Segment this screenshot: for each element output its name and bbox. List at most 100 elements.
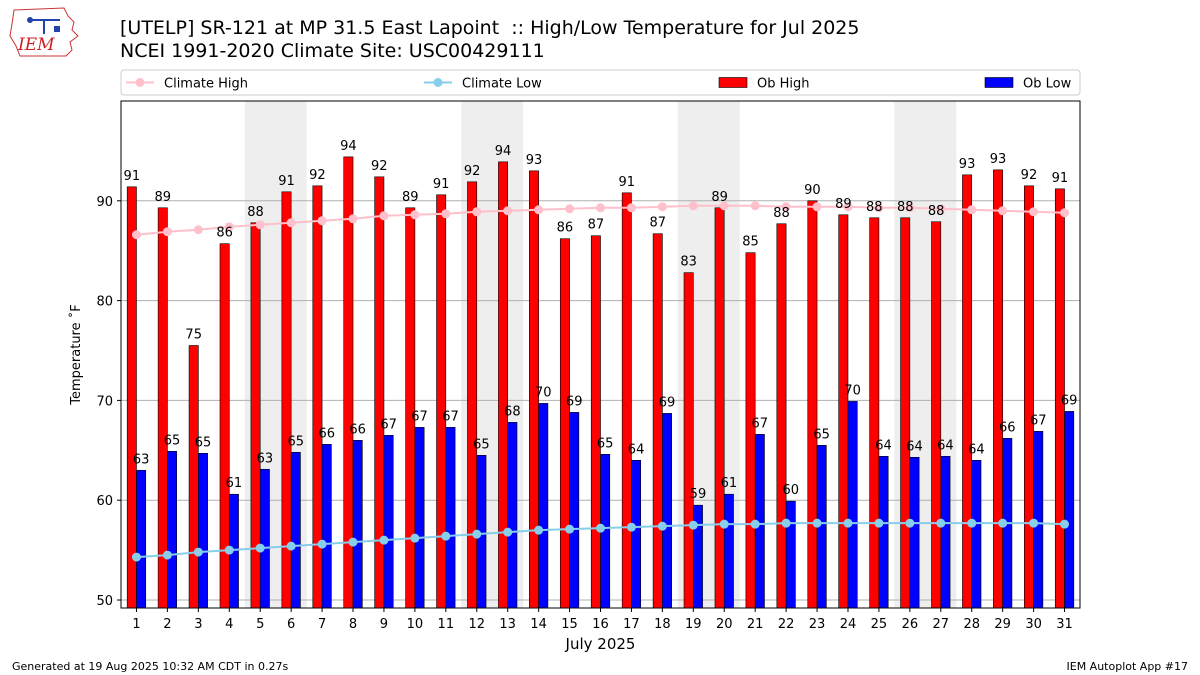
iem-logo: IEM bbox=[9, 7, 79, 57]
ob-high-bar bbox=[126, 186, 137, 609]
climate-low-point bbox=[534, 525, 544, 535]
ob-low-bar bbox=[538, 403, 549, 609]
climate-low-point bbox=[967, 518, 977, 528]
climate-high-point bbox=[379, 211, 389, 221]
x-tick-label: 2 bbox=[163, 617, 171, 632]
ob-high-label: 94 bbox=[495, 144, 512, 159]
climate-high-point bbox=[534, 205, 544, 215]
footer-generated-note: Generated at 19 Aug 2025 10:32 AM CDT in… bbox=[12, 660, 289, 673]
ob-high-bar bbox=[405, 207, 416, 609]
x-tick-label: 7 bbox=[318, 617, 326, 632]
ob-high-bar bbox=[436, 194, 447, 609]
ob-low-label: 68 bbox=[504, 404, 521, 419]
chart-title: [UTELP] SR-121 at MP 31.5 East Lapoint :… bbox=[120, 17, 860, 39]
ob-high-bar bbox=[931, 221, 942, 609]
ob-low-label: 65 bbox=[597, 436, 614, 451]
ob-low-bar bbox=[909, 456, 920, 609]
climate-low-point bbox=[224, 545, 234, 555]
ob-low-label: 60 bbox=[782, 483, 799, 498]
ob-high-bar bbox=[807, 200, 818, 609]
chart-subtitle: NCEI 1991-2020 Climate Site: USC00429111 bbox=[120, 40, 545, 62]
plot-frame bbox=[120, 100, 1081, 609]
ob-high-bar bbox=[900, 217, 911, 609]
ob-high-label: 88 bbox=[897, 200, 914, 215]
ob-high-label: 91 bbox=[1052, 171, 1069, 186]
climate-low-point bbox=[905, 518, 915, 528]
climate-high-point bbox=[410, 210, 420, 220]
ob-high-bar bbox=[157, 207, 168, 609]
ob-high-bar bbox=[559, 238, 570, 609]
climate-high-legend-label: Climate High bbox=[164, 77, 248, 92]
ob-high-label: 89 bbox=[154, 190, 171, 205]
ob-low-label: 66 bbox=[318, 426, 335, 441]
climate-high-point bbox=[998, 206, 1008, 216]
climate-low-point bbox=[843, 518, 853, 528]
x-tick-label: 31 bbox=[1056, 617, 1073, 632]
ob-low-label: 66 bbox=[999, 420, 1016, 435]
x-tick-label: 18 bbox=[654, 617, 671, 632]
ob-low-label: 61 bbox=[721, 476, 738, 491]
climate-high-point bbox=[131, 230, 141, 240]
ob-low-bar bbox=[198, 453, 208, 609]
ob-low-label: 67 bbox=[1030, 413, 1047, 428]
climate-low-point bbox=[596, 523, 605, 533]
climate-high-point bbox=[224, 222, 234, 232]
climate-high-point bbox=[503, 206, 513, 216]
climate-low-point bbox=[657, 521, 667, 531]
ob-high-label: 86 bbox=[216, 226, 233, 241]
climate-high-point bbox=[317, 216, 327, 226]
ob-low-label: 69 bbox=[566, 394, 583, 409]
ob-high-bar bbox=[652, 233, 663, 609]
ob-low-bar bbox=[352, 440, 363, 609]
climate-low-point bbox=[162, 550, 172, 560]
ob-low-label: 70 bbox=[535, 385, 552, 400]
ob-high-bar bbox=[188, 345, 199, 609]
ob-low-label: 61 bbox=[226, 476, 243, 491]
climate-low-point bbox=[348, 537, 358, 547]
y-tick-label: 80 bbox=[96, 295, 113, 310]
ob-high-label: 75 bbox=[185, 328, 202, 343]
x-tick-label: 1 bbox=[132, 617, 140, 632]
x-tick-label: 24 bbox=[840, 617, 857, 632]
ob-low-label: 65 bbox=[473, 437, 490, 452]
ob-high-bar bbox=[776, 223, 787, 609]
ob-low-bar bbox=[414, 427, 425, 609]
ob-low-bar bbox=[1064, 411, 1075, 609]
logo-lettering: IEM bbox=[17, 35, 55, 55]
ob-low-bar bbox=[631, 459, 642, 609]
ob-low-bar bbox=[321, 444, 332, 609]
ob-low-label: 59 bbox=[690, 487, 707, 502]
ob-high-label: 91 bbox=[278, 174, 295, 189]
ob-high-label: 88 bbox=[928, 204, 945, 219]
ob-low-bar bbox=[290, 452, 301, 609]
climate-low-point bbox=[379, 535, 389, 545]
climate-high-point bbox=[874, 203, 884, 213]
ob-high-label: 89 bbox=[402, 190, 419, 205]
climate-high-point bbox=[348, 214, 358, 224]
y-tick-label: 50 bbox=[96, 594, 113, 609]
ob-low-label: 63 bbox=[133, 452, 150, 467]
climate-low-point bbox=[936, 518, 946, 528]
ob-low-bar bbox=[847, 401, 858, 609]
climate-low-point bbox=[441, 531, 451, 541]
x-tick-label: 28 bbox=[963, 617, 980, 632]
ob-low-label: 66 bbox=[349, 422, 366, 437]
x-tick-label: 14 bbox=[530, 617, 547, 632]
ob-low-bar bbox=[723, 493, 734, 609]
ob-low-bar bbox=[693, 504, 703, 609]
climate-low-point bbox=[131, 552, 141, 562]
x-tick-label: 30 bbox=[1025, 617, 1042, 632]
climate-high-point bbox=[719, 201, 729, 211]
ob-high-label: 89 bbox=[835, 197, 852, 212]
ob-high-bar bbox=[621, 192, 632, 609]
climate-high-point bbox=[781, 202, 791, 212]
ob-low-bar bbox=[167, 451, 177, 609]
y-axis-label: Temperature ˚F bbox=[68, 304, 84, 405]
ob-high-label: 91 bbox=[124, 169, 141, 184]
x-tick-label: 21 bbox=[747, 617, 764, 632]
climate-low-point bbox=[874, 518, 884, 528]
x-tick-label: 6 bbox=[287, 617, 295, 632]
x-tick-label: 20 bbox=[716, 617, 733, 632]
ob-high-label: 92 bbox=[464, 164, 481, 179]
